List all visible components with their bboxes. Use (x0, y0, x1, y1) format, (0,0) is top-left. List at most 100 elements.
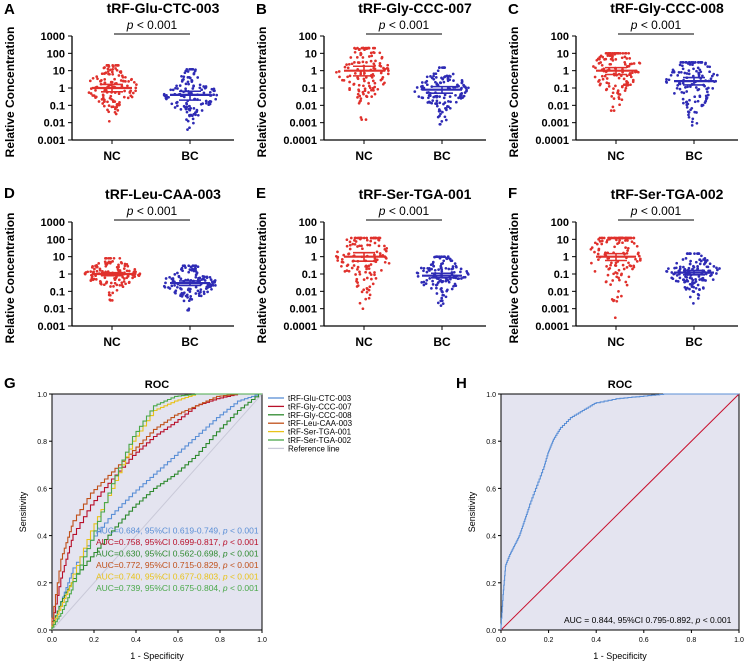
data-point (597, 258, 600, 261)
y-axis-title: Relative Concentration (3, 27, 17, 158)
p-value-label: p < 0.001 (378, 18, 430, 32)
data-point (604, 57, 608, 61)
y-tick-label: 0.1 (50, 286, 65, 298)
x-tick-label: NC (607, 335, 625, 349)
data-point (711, 278, 715, 281)
p-symbol: p (222, 549, 228, 559)
x-tick-label: 0.2 (89, 637, 99, 644)
data-point (422, 280, 426, 284)
roc-curve (51, 393, 262, 630)
data-point (357, 89, 361, 93)
data-point (357, 83, 361, 87)
data-point (617, 276, 620, 280)
data-point (126, 264, 130, 268)
data-point (632, 236, 636, 240)
data-point (113, 107, 117, 111)
data-point (613, 264, 617, 267)
data-point (434, 102, 437, 105)
data-point (683, 71, 687, 75)
data-point (693, 100, 697, 104)
data-point (110, 97, 113, 101)
y-tick-label: 0.8 (486, 439, 496, 446)
y-tick-label: 0.1 (554, 83, 569, 95)
data-point (682, 101, 685, 105)
data-point (455, 265, 458, 269)
data-point (623, 63, 627, 66)
data-point (453, 262, 457, 265)
data-point (439, 264, 443, 268)
data-point (435, 286, 438, 290)
data-point (377, 238, 381, 242)
y-tick-label: 100 (551, 217, 569, 229)
data-point (614, 84, 617, 88)
x-tick-label: BC (181, 335, 199, 349)
data-point (459, 270, 462, 274)
y-tick-label: 100 (299, 217, 317, 229)
data-point (210, 280, 214, 284)
data-point (623, 236, 627, 240)
x-tick-label: BC (433, 149, 451, 163)
data-point (463, 91, 467, 94)
data-point (107, 260, 111, 264)
p-threshold: < 0.001 (228, 560, 259, 570)
data-point (600, 242, 604, 246)
data-point (428, 277, 432, 280)
data-point (596, 252, 600, 256)
data-point (682, 265, 685, 269)
data-point (376, 236, 380, 240)
data-point (358, 94, 362, 98)
data-point (181, 269, 184, 273)
data-point (167, 95, 170, 99)
data-point (90, 276, 94, 280)
auc-label: AUC=0.630, 95%CI 0.562-0.698, p < 0.001 (96, 549, 259, 559)
y-tick-label: 0.1 (302, 83, 317, 95)
data-point (430, 287, 433, 290)
y-tick-label: 10 (305, 234, 317, 246)
data-point (132, 80, 136, 84)
data-point (94, 89, 97, 92)
y-tick-label: 0.6 (486, 486, 496, 493)
data-point (373, 92, 377, 96)
data-point (175, 84, 178, 88)
data-point (100, 72, 104, 76)
data-point (360, 290, 364, 294)
data-point (173, 284, 176, 287)
data-point (383, 81, 386, 85)
data-point (632, 242, 636, 245)
data-point (115, 288, 119, 292)
data-point (93, 267, 96, 271)
data-point (355, 56, 359, 59)
data-point (453, 282, 457, 286)
x-tick-label: BC (685, 335, 703, 349)
data-point (435, 283, 439, 286)
data-point (119, 79, 123, 82)
y-tick-label: 0.01 (44, 304, 65, 316)
data-point (467, 86, 470, 90)
data-point (609, 283, 612, 286)
dot-panel-c: tRF-Gly-CCC-008 p < 0.001 100 10 1 0.1 0.01 0.0… (507, 0, 738, 163)
data-point (176, 87, 179, 90)
auc-value: AUC=0.739, 95%CI 0.675-0.804, (96, 583, 223, 593)
data-point (336, 255, 340, 259)
data-point (677, 81, 681, 85)
data-point (115, 103, 119, 106)
x-tick-label: 1.0 (734, 637, 744, 644)
data-point (450, 287, 454, 291)
data-point (364, 46, 368, 50)
data-point (358, 301, 362, 305)
data-point (89, 92, 93, 95)
data-point (712, 265, 716, 268)
y-tick-label: 1 (311, 252, 317, 264)
data-point (168, 275, 171, 279)
x-tick-label: NC (355, 335, 373, 349)
y-tick-label: 1.0 (37, 392, 47, 399)
data-point (696, 99, 700, 103)
data-point (665, 81, 669, 84)
data-point (708, 262, 712, 266)
roc-panel-h: ROC 0.00.0 0.2 0.2 0.4 0.4 0.6 0.6 0.8 0.8 1.0 1.0 1… (467, 379, 744, 661)
data-point (367, 91, 370, 94)
data-point (347, 62, 351, 66)
data-point (678, 63, 682, 67)
data-point (621, 241, 624, 245)
data-point (112, 285, 115, 288)
